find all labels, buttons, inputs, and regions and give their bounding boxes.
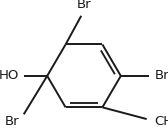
Text: HO: HO [0, 69, 20, 82]
Text: Br: Br [155, 69, 168, 82]
Text: Br: Br [77, 0, 91, 11]
Text: Br: Br [5, 115, 20, 128]
Text: CH₃: CH₃ [155, 115, 168, 128]
